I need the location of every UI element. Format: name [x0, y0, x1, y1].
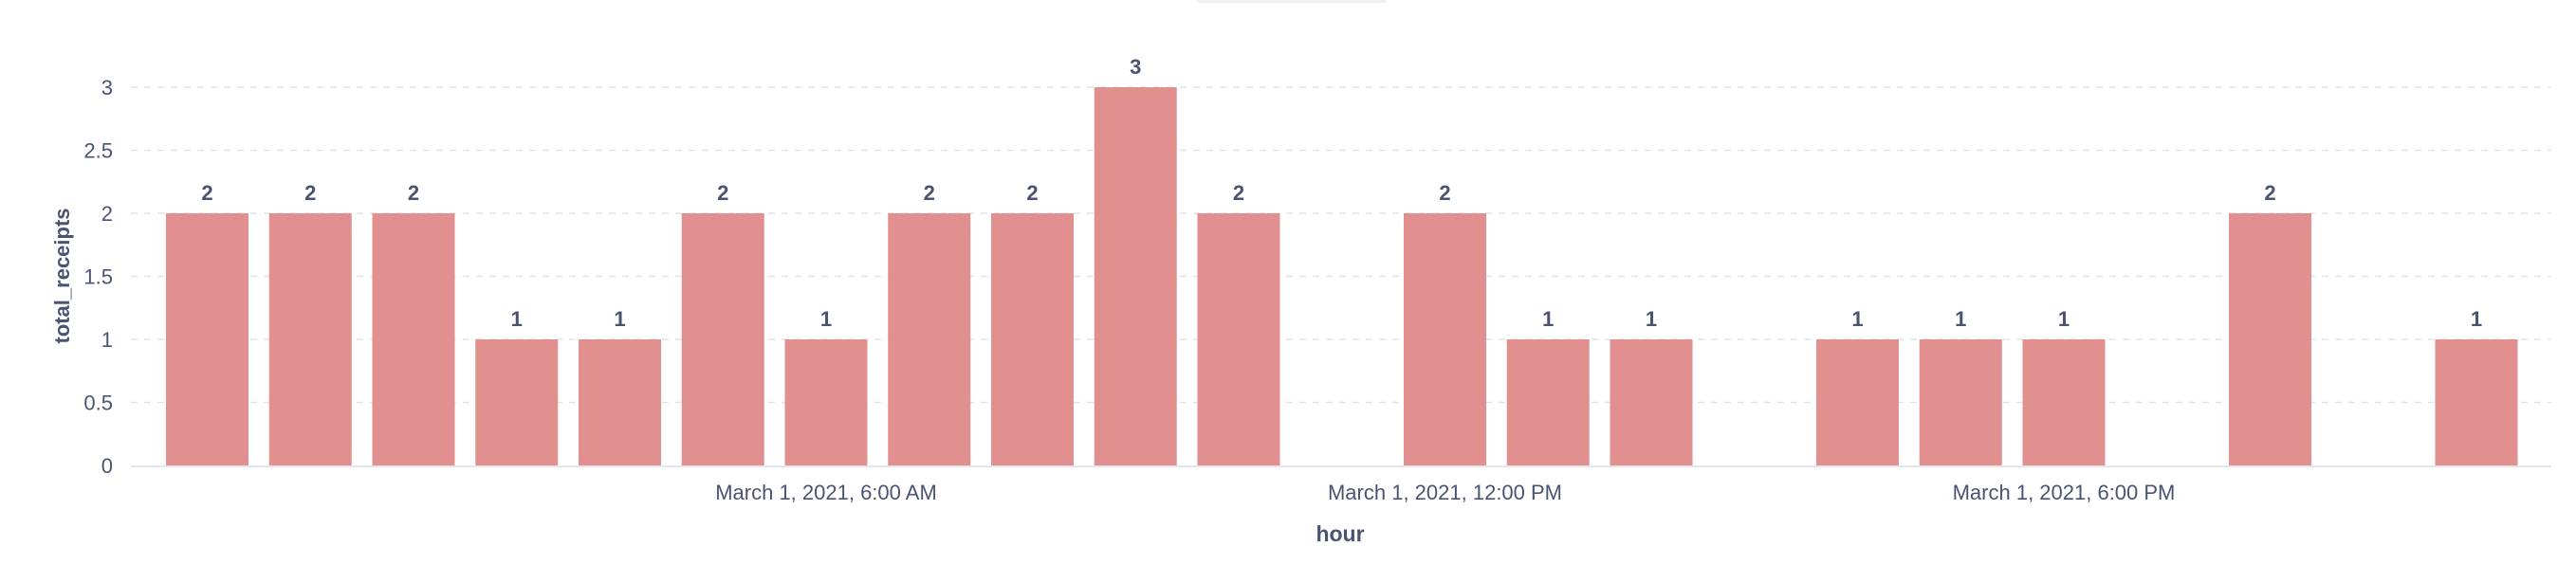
bar[interactable]: [1610, 339, 1693, 465]
bar[interactable]: [888, 213, 971, 465]
x-tick-label: March 1, 2021, 12:00 PM: [1328, 481, 1562, 504]
x-tick-label: March 1, 2021, 6:00 PM: [1953, 481, 2176, 504]
bar[interactable]: [1816, 339, 1899, 465]
bar[interactable]: [268, 213, 352, 465]
bar[interactable]: [1919, 339, 2002, 465]
data-label: 1: [2058, 307, 2070, 331]
y-tick-label: 1.5: [83, 265, 113, 289]
data-label: 2: [1026, 181, 1038, 205]
data-label: 2: [1439, 181, 1450, 205]
data-label: 1: [1646, 307, 1657, 331]
bar[interactable]: [1094, 87, 1177, 465]
data-label: 2: [408, 181, 419, 205]
data-label: 1: [511, 307, 523, 331]
y-tick-label: 1: [101, 328, 113, 352]
y-tick-label: 2: [101, 202, 113, 226]
data-label: 2: [201, 181, 212, 205]
bar[interactable]: [1506, 339, 1590, 465]
bar[interactable]: [1404, 213, 1486, 465]
data-label: 1: [1955, 307, 1966, 331]
data-label: 2: [717, 181, 728, 205]
bar[interactable]: [2435, 339, 2518, 465]
data-label: 1: [820, 307, 832, 331]
data-label: 3: [1130, 55, 1141, 79]
bar[interactable]: [991, 213, 1074, 465]
y-tick-label: 3: [101, 76, 113, 100]
data-label: 1: [614, 307, 625, 331]
bar[interactable]: [372, 213, 455, 465]
y-axis-title: total_receipts: [50, 208, 74, 343]
bar[interactable]: [681, 213, 764, 465]
bar[interactable]: [579, 339, 661, 465]
data-label: 1: [2471, 307, 2482, 331]
y-axis-ticks: 0 0.5 1 1.5 2 2.5 3: [83, 76, 113, 478]
data-label: 2: [1233, 181, 1244, 205]
top-tab-indicator: [1197, 0, 1387, 3]
y-tick-label: 0: [101, 454, 113, 478]
data-label: 1: [1542, 307, 1554, 331]
y-tick-label: 2.5: [83, 139, 113, 163]
x-axis-title: hour: [1316, 521, 1364, 546]
bar[interactable]: [166, 213, 248, 465]
bar[interactable]: [2229, 213, 2311, 465]
data-labels: 2 2 2 1 1 2 1 2 2 3 2 2 1 1 1 1 1 2 1: [201, 55, 2482, 331]
x-tick-label: March 1, 2021, 6:00 AM: [715, 481, 937, 504]
bars: [166, 87, 2518, 465]
bar[interactable]: [1197, 213, 1280, 465]
bar[interactable]: [475, 339, 559, 465]
bar[interactable]: [784, 339, 868, 465]
data-label: 1: [1851, 307, 1863, 331]
data-label: 2: [304, 181, 316, 205]
data-label: 2: [2264, 181, 2275, 205]
x-axis-ticks: March 1, 2021, 6:00 AM March 1, 2021, 12:…: [715, 481, 2175, 504]
y-tick-label: 0.5: [83, 392, 113, 415]
data-label: 2: [924, 181, 935, 205]
bar[interactable]: [2022, 339, 2106, 465]
